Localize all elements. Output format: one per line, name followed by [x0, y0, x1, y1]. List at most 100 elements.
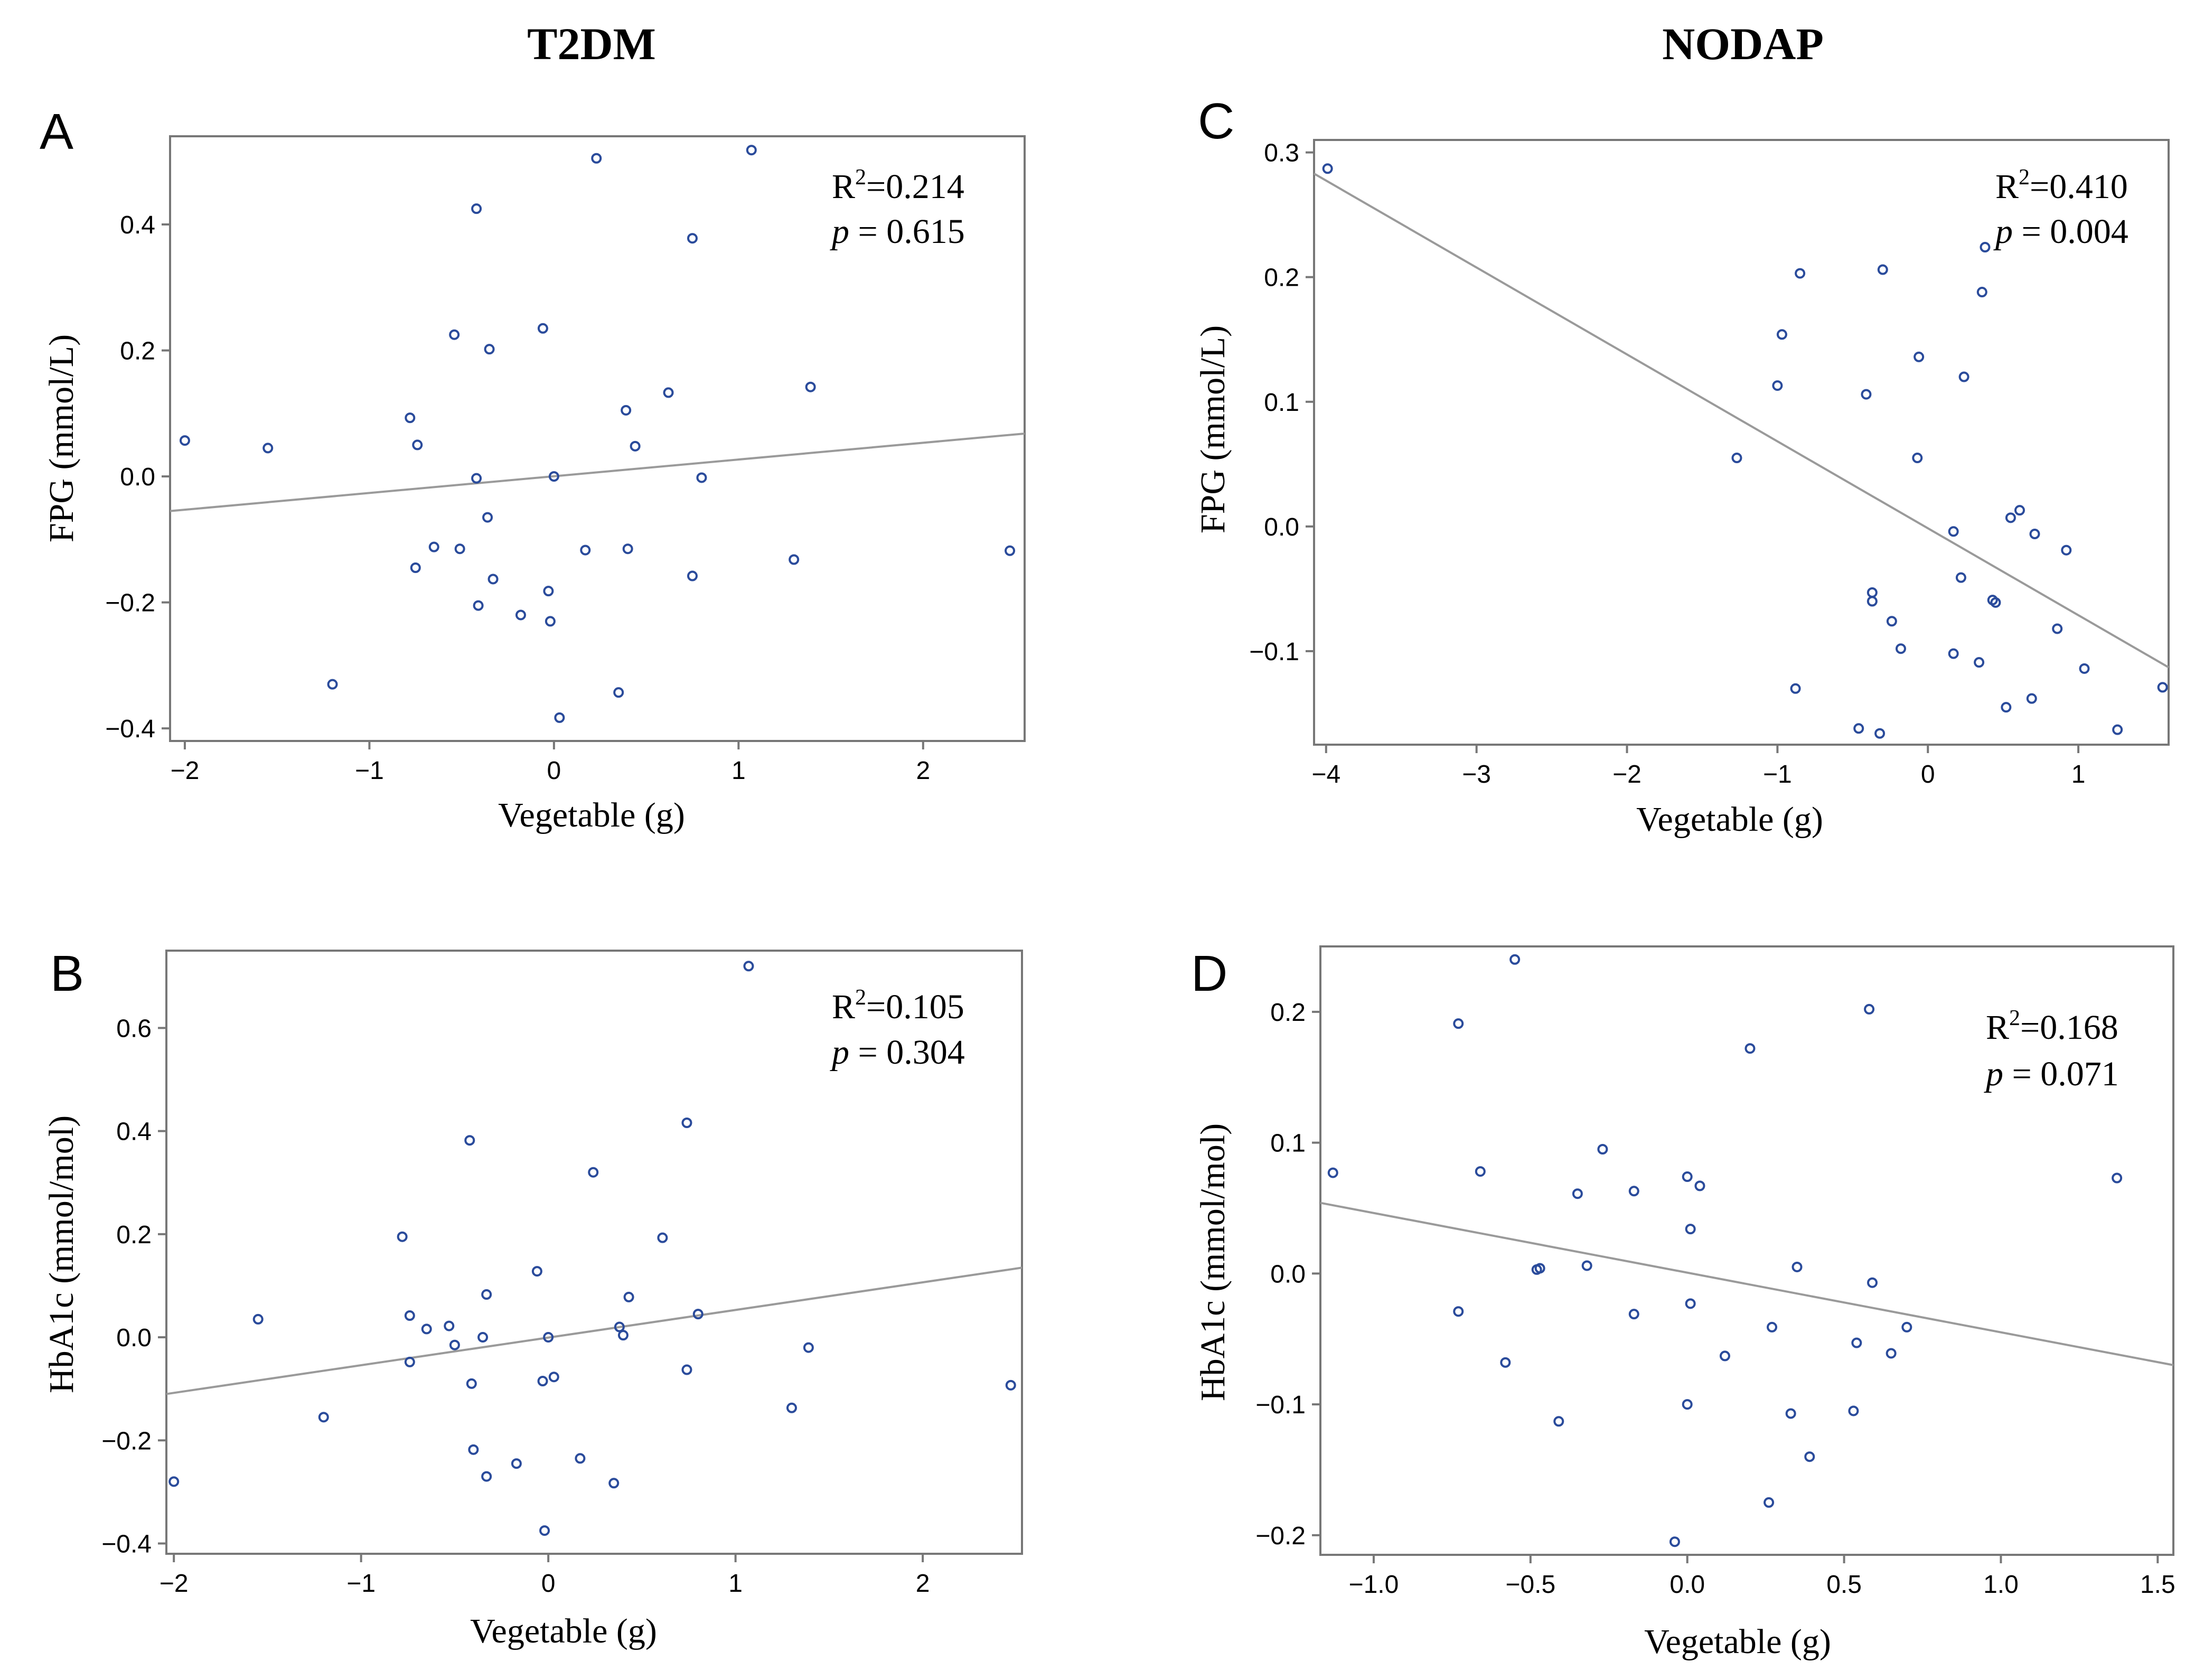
data-point: [681, 1364, 692, 1375]
data-point: [1682, 1399, 1693, 1410]
panel-label: C: [1198, 93, 1234, 149]
group-title-nodap: NODAP: [1662, 18, 1824, 69]
data-point: [621, 405, 632, 416]
data-point: [1694, 1180, 1705, 1191]
data-point: [692, 1309, 704, 1320]
p-value-annotation: p = 0.004: [1993, 212, 2128, 251]
data-points: [1327, 954, 2123, 1547]
r-squared-annotation: R2=0.168: [1986, 1006, 2118, 1047]
x-axis-ticks: −2 −1 0 1 2: [171, 741, 930, 785]
data-point: [1851, 1337, 1862, 1348]
data-point: [630, 440, 641, 452]
group-title-t2dm: T2DM: [527, 18, 656, 69]
panel-b-hba1c-t2dm: B −2 −1 0 1 2 −0.4 −0.2 0.0 0.2 0.4 0.6 Vegetable…: [42, 945, 1023, 1650]
data-point: [2061, 545, 2072, 556]
x-tick-label: 1: [2071, 761, 2086, 789]
x-axis-ticks: −1.0 −0.5 0.0 0.5 1.0 1.5: [1349, 1555, 2175, 1599]
data-point: [580, 545, 591, 556]
r2-superscript: 2: [855, 165, 866, 190]
x-tick-label: 2: [916, 1570, 930, 1598]
data-point: [1848, 1405, 1859, 1416]
data-point: [1776, 329, 1787, 340]
p-value: = 0.004: [2013, 212, 2128, 251]
x-axis-ticks: −2 −1 0 1 2: [160, 1554, 930, 1598]
data-point: [1895, 643, 1906, 654]
data-point: [537, 1376, 548, 1387]
x-tick-label: 1: [728, 1570, 743, 1598]
data-point: [623, 1291, 634, 1302]
data-point: [444, 1320, 455, 1331]
panel-a-fpg-t2dm: A −2 −1 0 1 2 −0.4 −0.2 0.0 0.2 0.4 Vegetable (g…: [40, 104, 1026, 834]
y-tick-label: −0.2: [105, 589, 155, 617]
x-tick-label: −0.5: [1505, 1571, 1555, 1599]
panel-label: B: [50, 945, 84, 1002]
data-point: [1764, 1497, 1775, 1508]
data-point: [1976, 287, 1987, 298]
p-symbol: p: [1984, 1055, 2003, 1093]
data-point: [410, 562, 421, 574]
data-point: [1804, 1451, 1815, 1462]
data-point: [537, 323, 548, 334]
data-point: [404, 1356, 415, 1367]
data-point: [1628, 1309, 1639, 1320]
data-point: [1628, 1186, 1639, 1197]
data-point: [477, 1332, 489, 1343]
data-point: [428, 541, 439, 552]
x-tick-label: 1.0: [1983, 1571, 2019, 1599]
p-symbol: p: [1993, 212, 2013, 251]
x-tick-label: −1.0: [1349, 1571, 1399, 1599]
p-symbol: p: [830, 1033, 849, 1072]
data-point: [696, 472, 707, 483]
p-value-annotation: p = 0.304: [830, 1033, 965, 1072]
data-point: [789, 554, 800, 565]
data-point: [1912, 453, 1923, 464]
x-tick-label: 0.5: [1826, 1571, 1862, 1599]
data-point: [746, 145, 757, 156]
data-point: [1005, 545, 1016, 556]
data-point: [1853, 723, 1864, 734]
r2-value: =0.410: [2030, 167, 2128, 206]
data-point: [481, 1471, 492, 1482]
data-point: [657, 1232, 668, 1243]
y-tick-label: −0.2: [101, 1427, 152, 1455]
data-point: [543, 1332, 554, 1343]
r2-symbol: R: [1986, 1008, 2009, 1047]
data-point: [1597, 1144, 1608, 1155]
data-points: [168, 961, 1016, 1536]
data-point: [1948, 648, 1959, 659]
data-point: [471, 203, 482, 214]
plot-frame: [1319, 945, 2174, 1556]
data-point: [681, 1118, 692, 1129]
data-point: [449, 1339, 460, 1350]
data-point: [405, 412, 416, 424]
data-point: [2026, 693, 2037, 704]
data-point: [1948, 526, 1959, 537]
data-point: [2079, 663, 2090, 674]
y-tick-label: 0.4: [120, 211, 155, 239]
data-point: [1867, 1277, 1878, 1288]
data-point: [487, 574, 499, 585]
x-tick-label: −4: [1311, 761, 1340, 789]
y-tick-label: 0.4: [116, 1118, 152, 1146]
data-point: [515, 609, 526, 621]
r2-superscript: 2: [855, 986, 866, 1010]
y-tick-label: 0.0: [1264, 513, 1299, 541]
plot-frame: [169, 135, 1026, 742]
y-axis-label: HbA1c (mmol/mol): [42, 1115, 81, 1393]
panel-d-hba1c-nodap: D −1.0 −0.5 0.0 0.5 1.0 1.5 −0.2 −0.1 0.0 0.1 0.2…: [1191, 945, 2175, 1661]
r2-superscript: 2: [2019, 165, 2030, 190]
data-point: [2112, 724, 2123, 735]
panel-label: D: [1191, 945, 1227, 1002]
data-point: [803, 1342, 814, 1353]
x-tick-label: −2: [160, 1570, 189, 1598]
x-tick-label: 0: [547, 757, 561, 785]
y-tick-label: −0.4: [105, 715, 155, 743]
y-tick-label: −0.2: [1255, 1522, 1306, 1550]
data-point: [179, 435, 190, 446]
x-tick-label: −1: [1763, 761, 1792, 789]
data-point: [622, 543, 633, 555]
regression-line: [166, 1266, 1023, 1395]
data-point: [484, 344, 495, 355]
data-point: [1914, 351, 1925, 362]
plot-frame: [165, 950, 1023, 1555]
